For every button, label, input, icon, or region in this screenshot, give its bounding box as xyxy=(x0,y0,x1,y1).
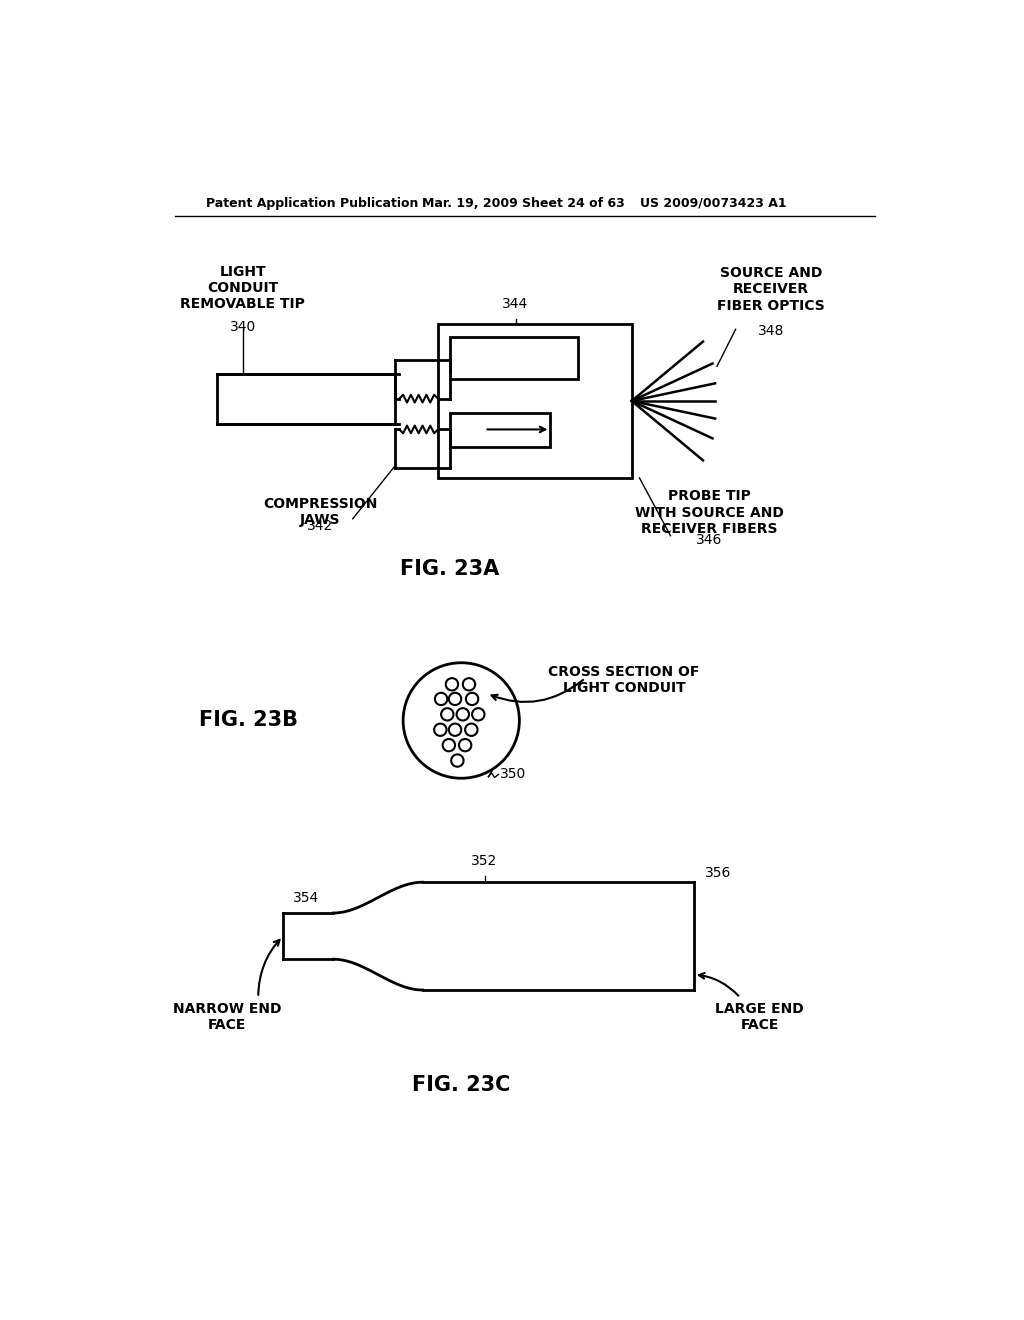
Text: 350: 350 xyxy=(500,767,526,781)
Text: LIGHT
CONDUIT
REMOVABLE TIP: LIGHT CONDUIT REMOVABLE TIP xyxy=(180,264,305,312)
Circle shape xyxy=(457,708,469,721)
Text: FIG. 23B: FIG. 23B xyxy=(199,710,298,730)
Text: 344: 344 xyxy=(503,297,528,312)
Circle shape xyxy=(463,678,475,690)
Text: 348: 348 xyxy=(758,323,784,338)
Circle shape xyxy=(459,739,471,751)
Text: 356: 356 xyxy=(706,866,732,880)
Circle shape xyxy=(466,693,478,705)
Text: SOURCE AND
RECEIVER
FIBER OPTICS: SOURCE AND RECEIVER FIBER OPTICS xyxy=(718,267,825,313)
Text: NARROW END
FACE: NARROW END FACE xyxy=(173,1002,282,1032)
Circle shape xyxy=(441,708,454,721)
Bar xyxy=(438,323,632,478)
Circle shape xyxy=(435,693,447,705)
Text: 346: 346 xyxy=(696,533,723,548)
Text: PROBE TIP
WITH SOURCE AND
RECEIVER FIBERS: PROBE TIP WITH SOURCE AND RECEIVER FIBER… xyxy=(635,490,783,536)
Text: LARGE END
FACE: LARGE END FACE xyxy=(715,1002,804,1032)
Circle shape xyxy=(449,693,461,705)
Text: US 2009/0073423 A1: US 2009/0073423 A1 xyxy=(640,197,786,210)
Text: COMPRESSION
JAWS: COMPRESSION JAWS xyxy=(263,498,378,528)
Bar xyxy=(450,337,578,379)
Bar xyxy=(217,374,395,424)
Text: Mar. 19, 2009 Sheet 24 of 63: Mar. 19, 2009 Sheet 24 of 63 xyxy=(423,197,626,210)
Circle shape xyxy=(449,723,461,737)
Text: CROSS SECTION OF
LIGHT CONDUIT: CROSS SECTION OF LIGHT CONDUIT xyxy=(548,665,699,696)
Circle shape xyxy=(434,723,446,737)
Text: 352: 352 xyxy=(471,854,498,869)
Text: 340: 340 xyxy=(229,321,256,334)
Circle shape xyxy=(465,723,477,737)
Circle shape xyxy=(472,708,484,721)
Text: 342: 342 xyxy=(307,519,334,533)
Text: 354: 354 xyxy=(293,891,319,904)
Circle shape xyxy=(442,739,455,751)
Circle shape xyxy=(445,678,458,690)
Text: FIG. 23A: FIG. 23A xyxy=(400,558,500,578)
Bar xyxy=(450,412,550,447)
Text: Patent Application Publication: Patent Application Publication xyxy=(206,197,418,210)
Text: FIG. 23C: FIG. 23C xyxy=(412,1074,510,1094)
Circle shape xyxy=(452,755,464,767)
Circle shape xyxy=(403,663,519,779)
